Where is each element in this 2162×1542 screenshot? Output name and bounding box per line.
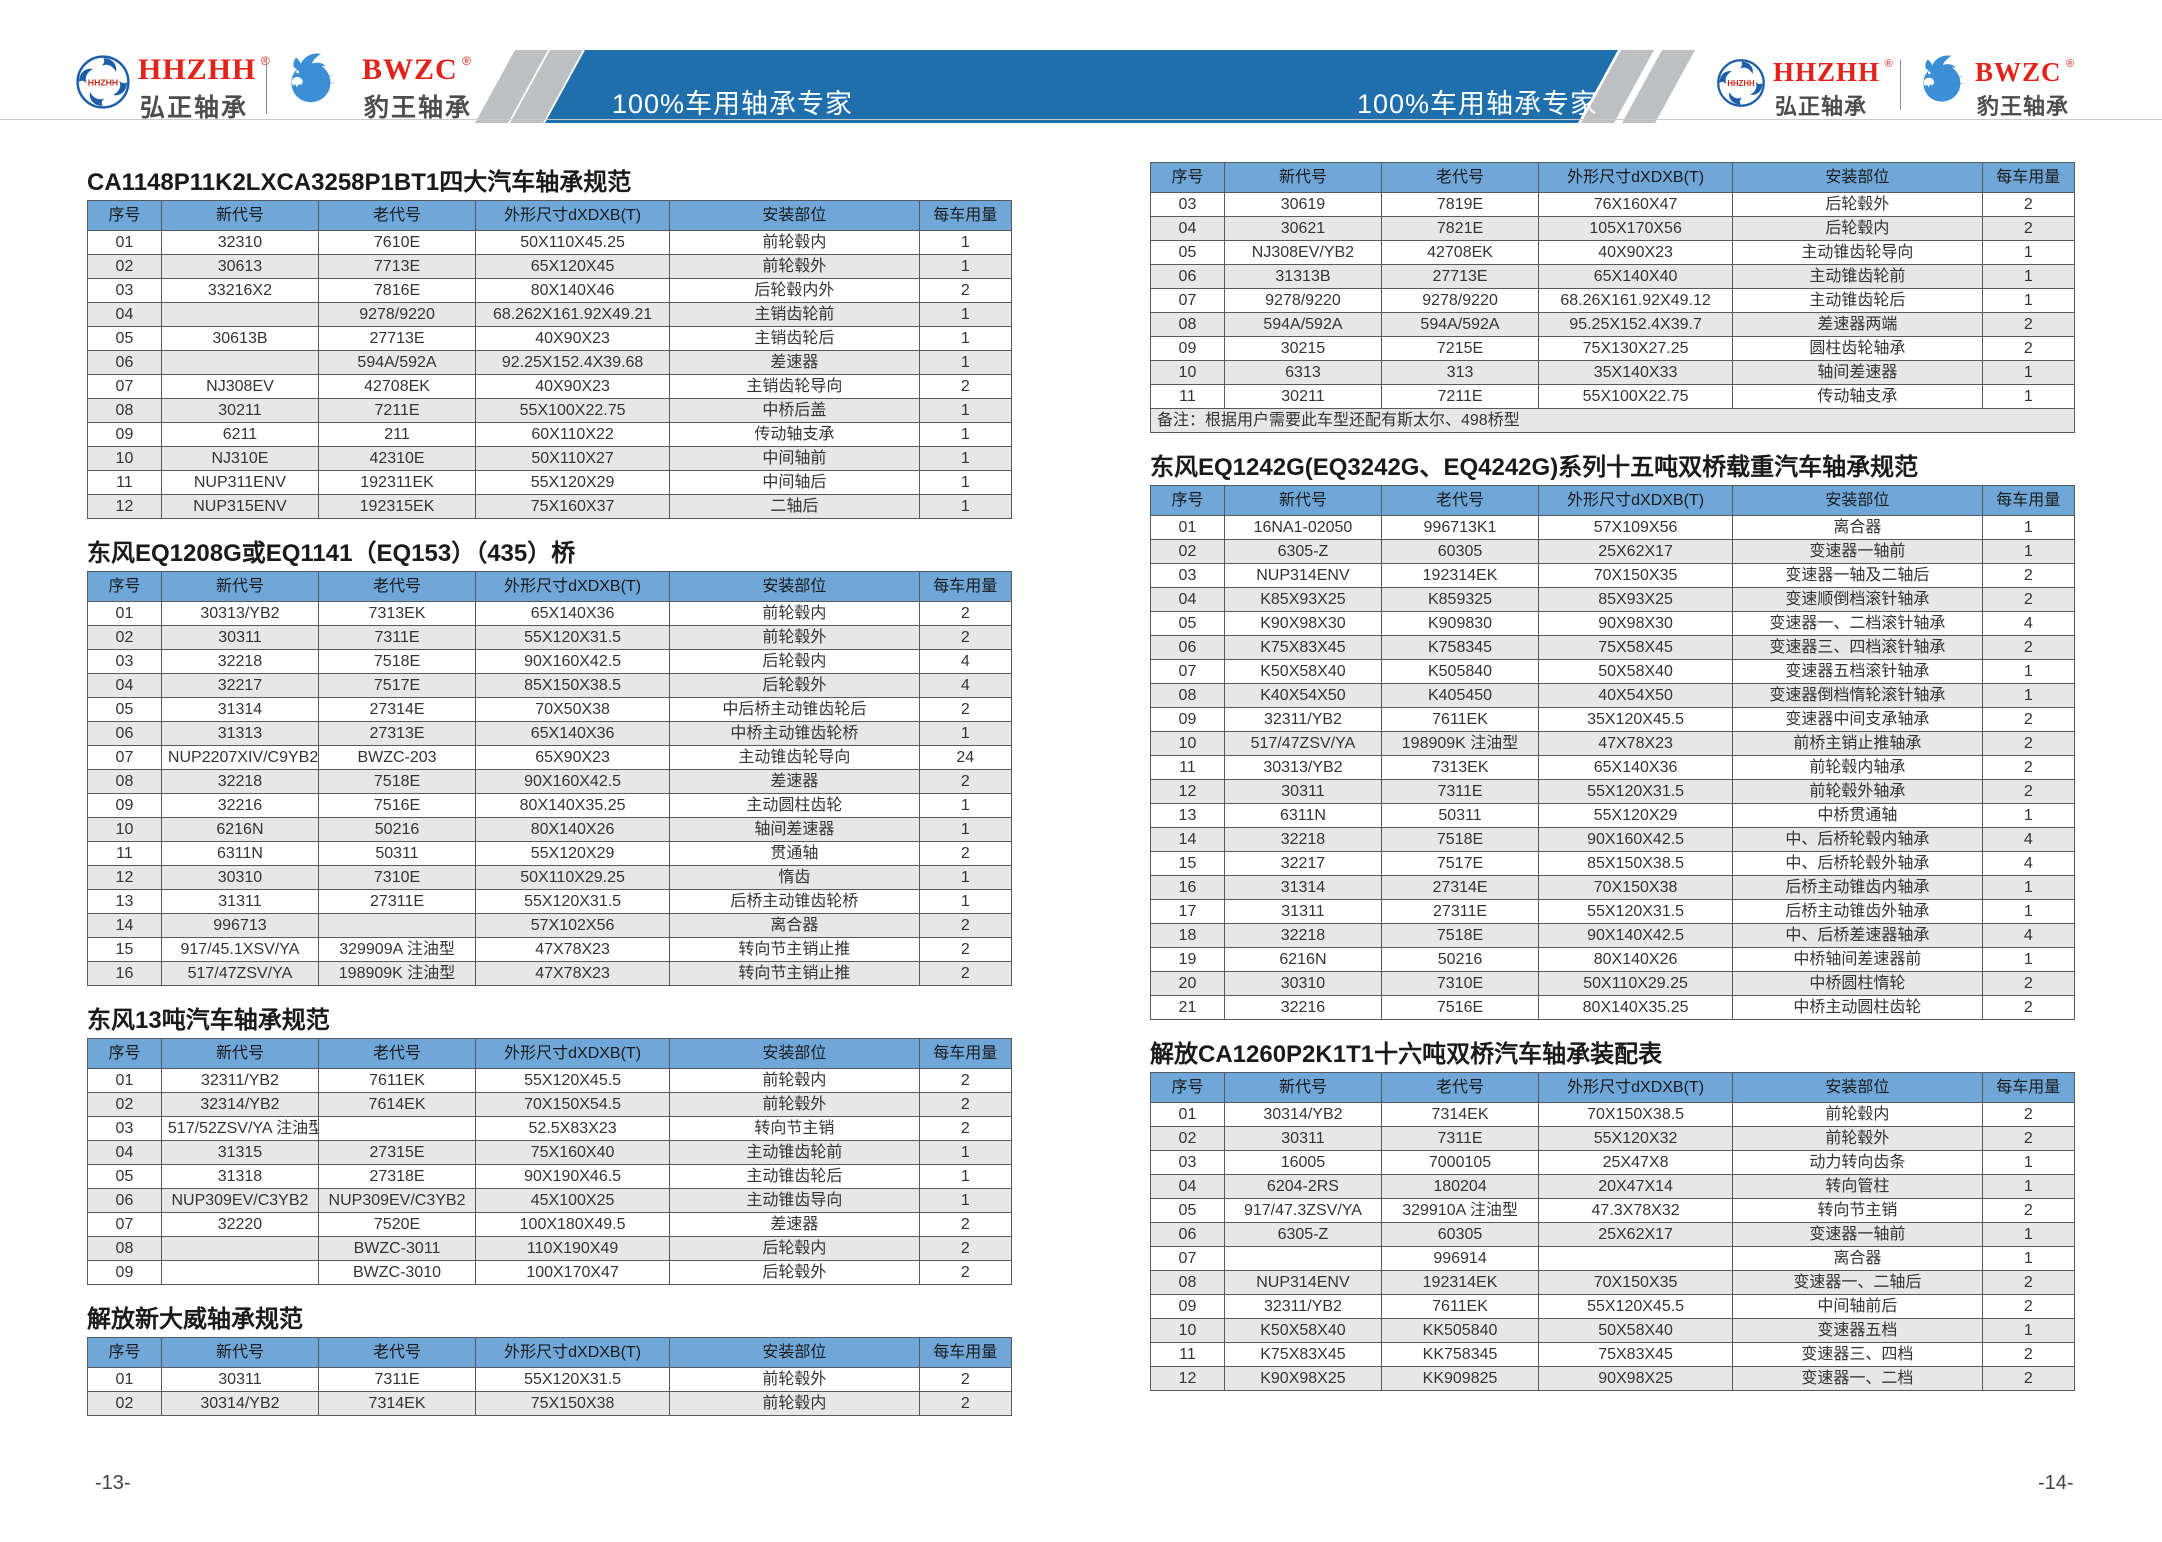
svg-text:HHZHH: HHZHH [1727, 79, 1755, 88]
